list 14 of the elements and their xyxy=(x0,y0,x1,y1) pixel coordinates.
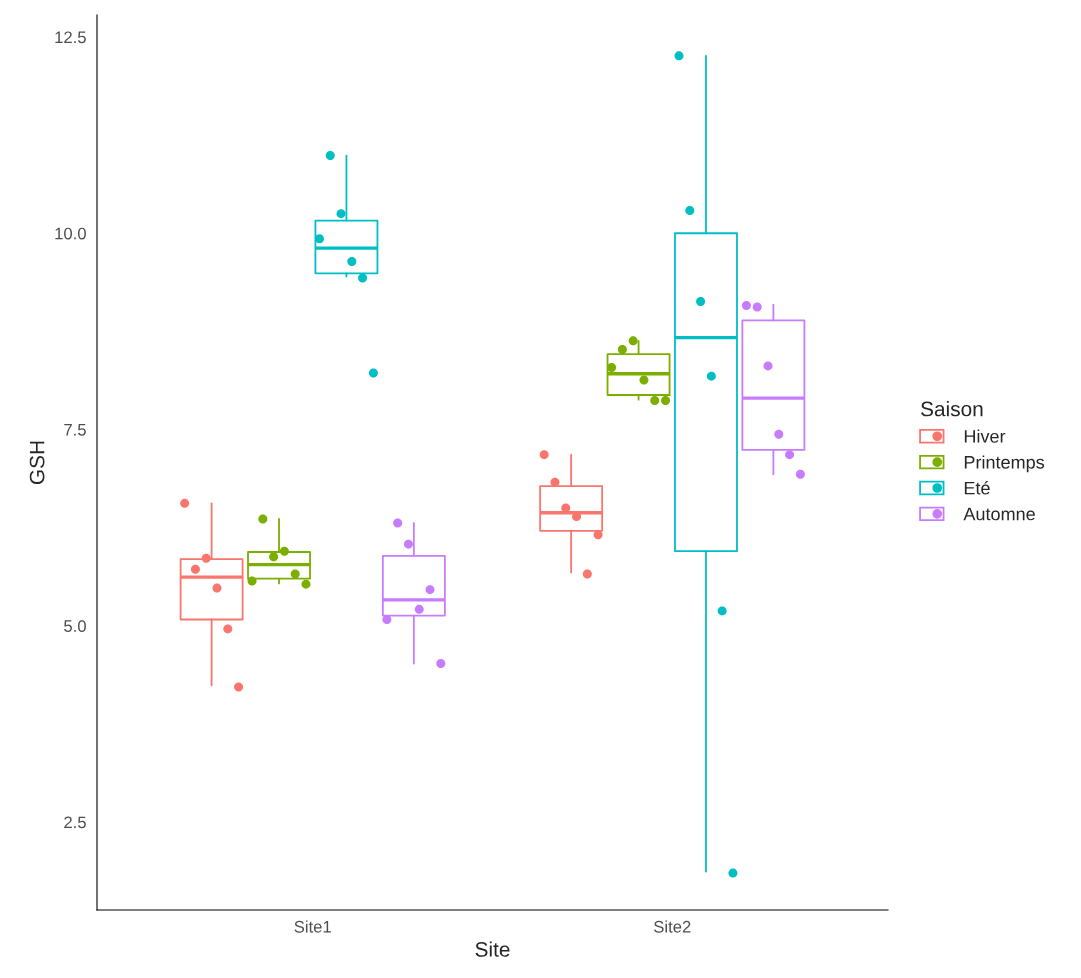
legend-label: Automne xyxy=(963,507,1035,521)
y-axis-title: GSH xyxy=(29,441,45,485)
legend-label: Eté xyxy=(964,481,990,495)
y-tick-label: 2.5 xyxy=(64,816,86,829)
legend-label: Hiver xyxy=(964,429,1006,443)
y-tick-label: 12.5 xyxy=(55,31,86,44)
y-tick-label: 5.0 xyxy=(64,620,86,632)
x-tick-label: Site1 xyxy=(294,920,331,933)
y-tick-label: 10.0 xyxy=(55,227,86,240)
legend-label: Printemps xyxy=(964,455,1045,473)
x-tick-label: Site2 xyxy=(654,920,691,933)
legend-title: Saison xyxy=(921,401,983,417)
x-axis-title: Site xyxy=(475,941,510,957)
y-tick-label: 7.5 xyxy=(64,424,86,436)
